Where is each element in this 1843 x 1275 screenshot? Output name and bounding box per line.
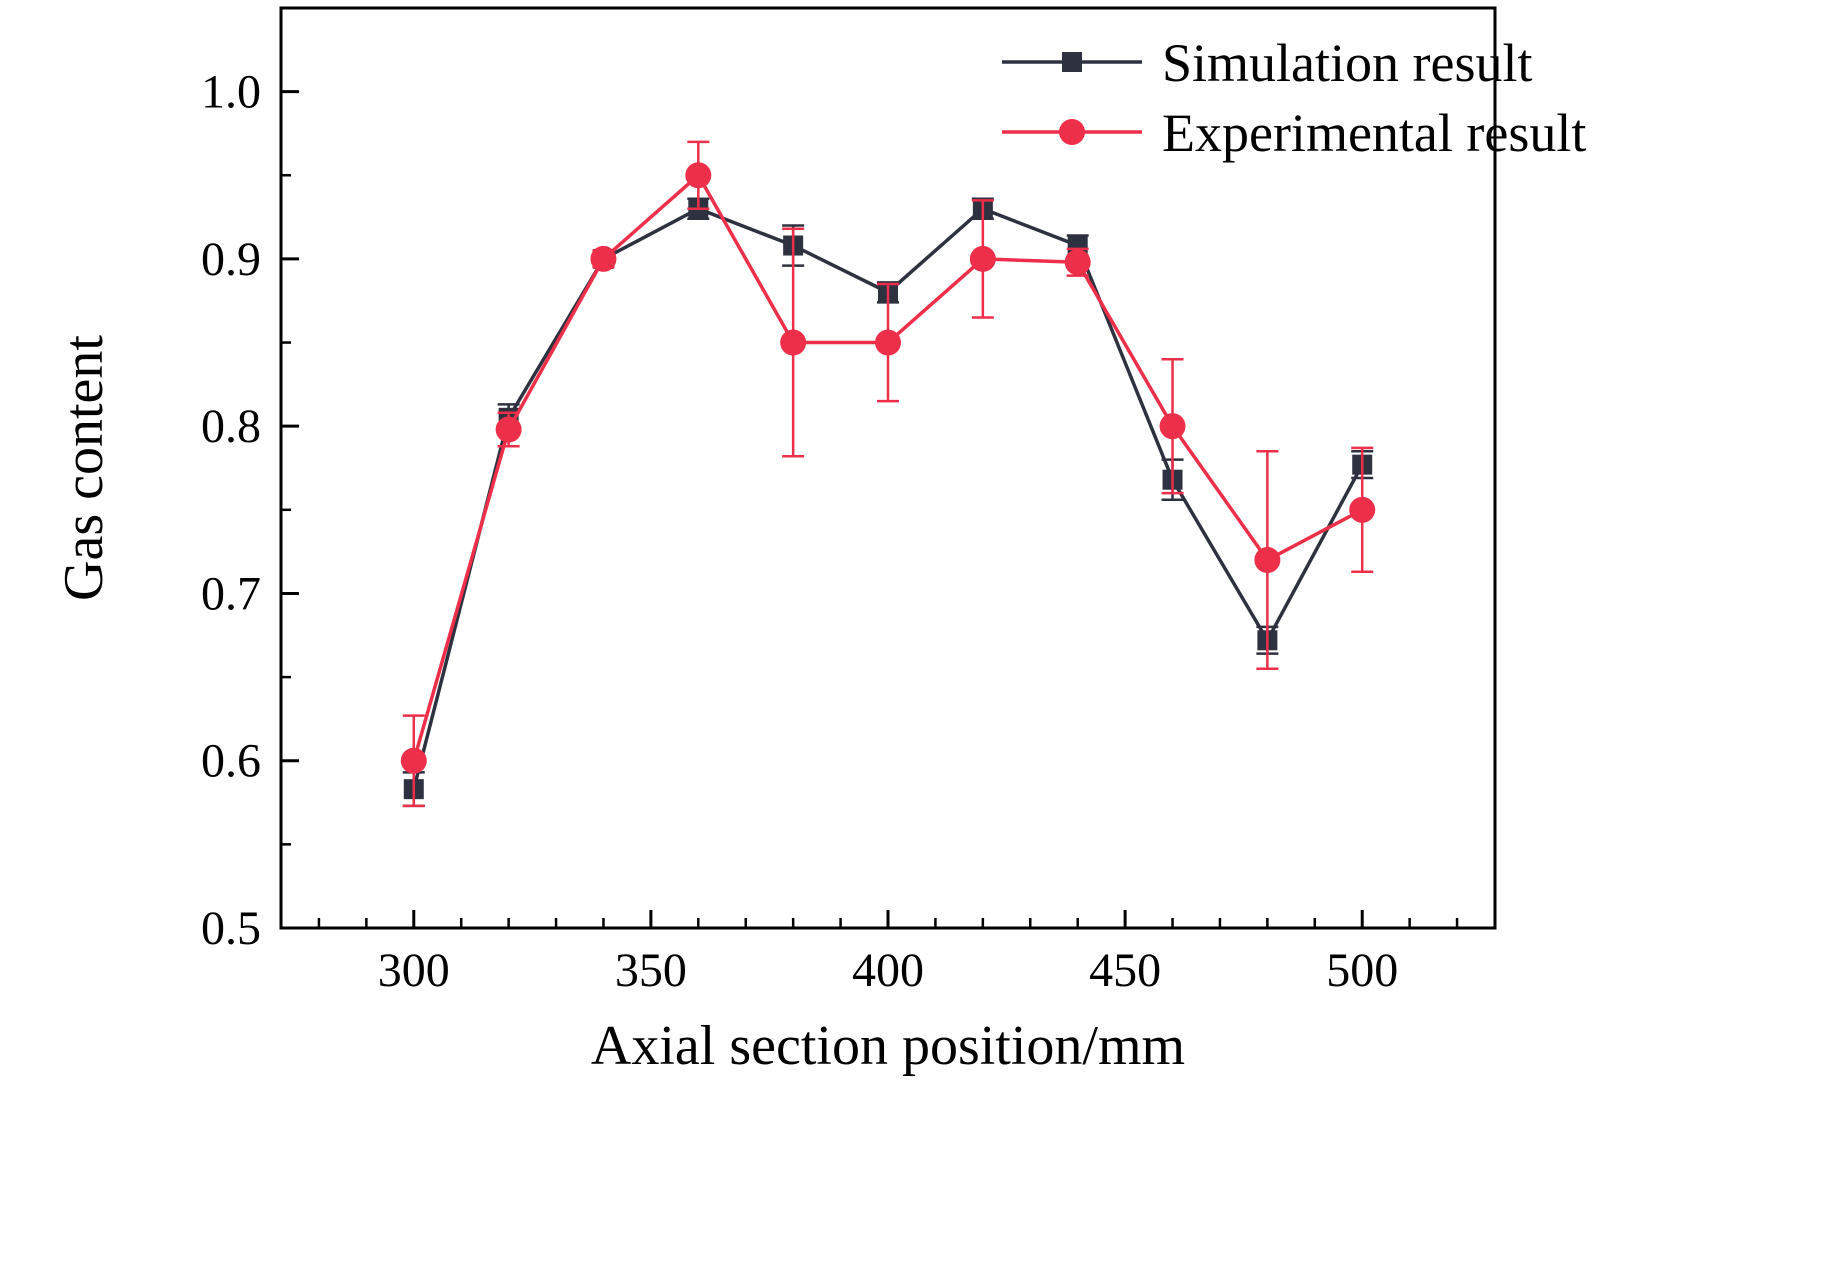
y-axis: 0.5 0.6 0.7 0.8 0.9 1.0 [201,66,299,955]
series-line [412,172,1364,762]
legend: Simulation result Experimental result [1002,33,1586,163]
legend-circle-marker [1059,119,1085,145]
y-tick-label: 1.0 [201,66,261,119]
x-tick-label: 400 [852,944,924,997]
y-tick-label: 0.8 [201,400,261,453]
x-tick-label: 450 [1089,944,1161,997]
y-tick-label: 0.9 [201,233,261,286]
y-tick-label: 0.7 [201,567,261,620]
circle-marker [1159,413,1186,440]
legend-label: Simulation result [1162,33,1533,93]
circle-marker [780,329,807,356]
legend-label: Experimental result [1162,103,1586,163]
y-axis-title: Gas content [53,335,115,601]
circle-marker [495,416,522,443]
x-axis: 300 350 400 450 500 [317,910,1459,997]
legend-square-marker [1062,52,1082,72]
legend-entry: Experimental result [1002,103,1586,163]
circle-marker [1064,249,1091,276]
circle-marker [875,329,901,356]
circle-marker [685,162,712,189]
x-tick-label: 500 [1326,944,1398,997]
legend-entry: Simulation result [1002,33,1533,93]
circle-marker [590,245,617,272]
y-tick-label: 0.5 [201,902,261,955]
x-axis-title: Axial section position/mm [591,1015,1185,1077]
circle-marker [969,245,996,272]
circle-marker [400,747,427,774]
series-experimental [400,140,1376,808]
x-tick-label: 350 [615,944,687,997]
y-tick-label: 0.6 [201,735,261,788]
x-tick-label: 300 [378,944,450,997]
circle-marker [1254,547,1281,573]
circle-marker [1349,496,1376,523]
